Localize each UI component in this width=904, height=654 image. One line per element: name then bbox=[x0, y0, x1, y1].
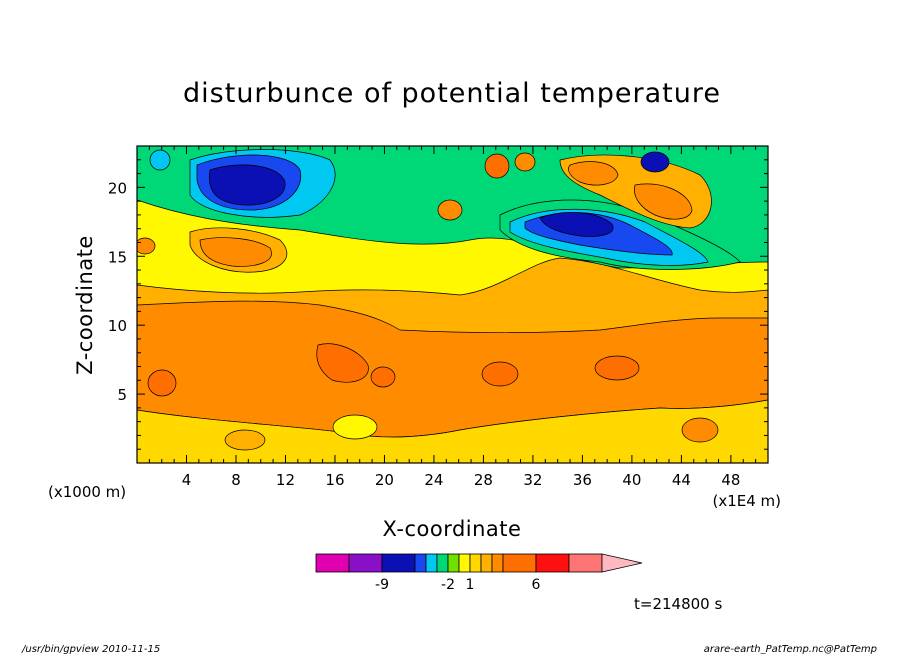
colorbar-labels: -9 -2 1 6 bbox=[375, 577, 541, 593]
y-axis-label: Z-coordinate bbox=[73, 235, 97, 375]
plot-frame bbox=[136, 145, 769, 464]
x-tick-label: 12 bbox=[276, 471, 295, 489]
time-label: t=214800 s bbox=[634, 595, 722, 613]
y-tick-label: 20 bbox=[108, 179, 127, 197]
colorbar-swatch bbox=[535, 553, 570, 573]
contour-top-mid-max2 bbox=[514, 152, 536, 172]
colorbar-label: 1 bbox=[466, 577, 475, 593]
colorbar-swatch bbox=[568, 553, 603, 573]
contour-field bbox=[137, 146, 768, 463]
y-unit-label: (x1000 m) bbox=[48, 483, 126, 501]
contour-lower-yellow bbox=[137, 399, 768, 463]
colorbar-swatch bbox=[436, 553, 449, 573]
contour-low-yellow-a bbox=[332, 414, 378, 440]
x-tick-label: 28 bbox=[474, 471, 493, 489]
x-unit-label: (x1E4 m) bbox=[712, 492, 781, 510]
contour-upper-left-orange bbox=[137, 237, 156, 255]
y-axis: 5 10 15 20 bbox=[108, 159, 768, 450]
x-tick-label: 44 bbox=[672, 471, 691, 489]
contour-low-yellow-b bbox=[224, 429, 266, 451]
x-tick-label: 16 bbox=[325, 471, 344, 489]
x-axis-label: X-coordinate bbox=[383, 517, 522, 541]
colorbar-swatch bbox=[458, 553, 471, 573]
x-tick-label: 48 bbox=[721, 471, 740, 489]
y-tick-label: 15 bbox=[108, 248, 127, 266]
footer-right: arare-earth_PatTemp.nc@PatTemp bbox=[704, 644, 877, 654]
x-tick-label: 4 bbox=[182, 471, 192, 489]
colorbar-swatch bbox=[447, 553, 460, 573]
colorbar-label: -9 bbox=[375, 577, 389, 593]
colorbar-swatch bbox=[425, 553, 438, 573]
colorbar-swatch bbox=[315, 553, 350, 573]
y-tick-label: 5 bbox=[117, 386, 127, 404]
x-axis: 4 8 12 16 20 24 28 32 36 40 44 48 bbox=[148, 146, 757, 489]
contour-right-deep-blue bbox=[539, 212, 614, 237]
colorbar-swatch bbox=[480, 553, 493, 573]
colorbar-arrow bbox=[601, 553, 643, 573]
contour-low-orange bbox=[681, 417, 719, 443]
x-tick-label: 8 bbox=[231, 471, 241, 489]
contour-top-right-core bbox=[634, 183, 693, 220]
footer-left: /usr/bin/gpview 2010-11-15 bbox=[21, 644, 160, 654]
colorbar-swatch bbox=[491, 553, 504, 573]
colorbar-swatch bbox=[469, 553, 482, 573]
colorbar-swatch bbox=[502, 553, 537, 573]
colorbar-label: 6 bbox=[532, 577, 541, 593]
contour-mid-orange-a bbox=[437, 199, 463, 221]
x-tick-label: 36 bbox=[573, 471, 592, 489]
colorbar-label: -2 bbox=[441, 577, 455, 593]
contour-upper-orange-core bbox=[199, 237, 272, 267]
y-tick-label: 10 bbox=[108, 317, 127, 335]
colorbar bbox=[315, 553, 643, 573]
contour-mid-max-c bbox=[481, 361, 519, 387]
colorbar-swatch bbox=[381, 553, 416, 573]
contour-left-deep-blue bbox=[208, 164, 286, 206]
x-tick-label: 24 bbox=[424, 471, 443, 489]
colorbar-swatch bbox=[414, 553, 427, 573]
contour-top-mid-max bbox=[484, 153, 510, 179]
x-tick-label: 20 bbox=[375, 471, 394, 489]
contour-left-green-small bbox=[149, 149, 171, 171]
chart-title: disturbunce of potential temperature bbox=[183, 78, 721, 109]
x-tick-label: 32 bbox=[523, 471, 542, 489]
colorbar-swatch bbox=[348, 553, 383, 573]
contour-mid-max-b bbox=[370, 366, 396, 388]
contour-top-right-min bbox=[640, 151, 670, 173]
contour-mid-max-a bbox=[316, 343, 369, 383]
x-tick-label: 40 bbox=[622, 471, 641, 489]
contour-top-right-orange2 bbox=[568, 161, 619, 186]
contour-mid-max-e bbox=[147, 369, 177, 397]
contour-mid-max-d bbox=[594, 355, 640, 381]
